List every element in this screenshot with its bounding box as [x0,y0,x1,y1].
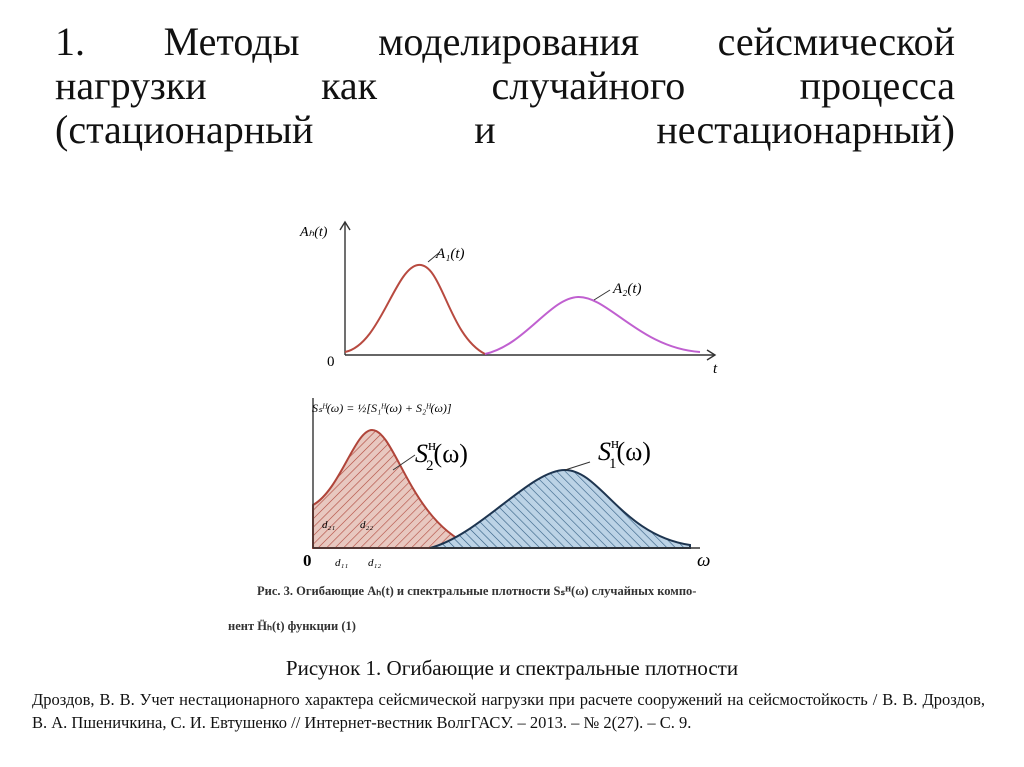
caption: Рисунок 1. Огибающие и спектральные плот… [285,656,739,680]
curve-label: Sн 2(ω) [415,438,468,474]
title-line: нагрузки как случайного процесса [55,63,955,108]
formula: Sₛᴴ(ω) = ½[S₁ᴴ(ω) + S₂ᴴ(ω)] [312,401,452,415]
leader [427,251,441,263]
reference: Дроздов, В. В. Учет нестационарного хара… [32,690,985,732]
top-plot [339,220,717,361]
origin: 0 [303,551,312,570]
leader [593,289,611,301]
area [429,468,691,549]
curve-label: A₂(t) [612,281,642,297]
curve [484,295,701,355]
figure-caption: Рис. 3. Огибающие Aₕ(t) и спектральные п… [257,584,696,598]
origin: 0 [327,354,335,370]
d-label: d₁₂ [368,557,381,569]
title-line: (стационарный и нестационарный) [55,107,955,152]
title-line: 1. Методы моделирования сейсмической [55,19,955,64]
curve-label: Sн 1(ω) [598,436,651,472]
curve-label: A₁(t) [435,246,465,262]
leader [392,454,416,471]
figure-caption: нент Ḧₕ(t) функции (1) [228,619,356,633]
d-label: d₁₁ [335,557,348,569]
arrow [339,220,717,361]
area [312,428,471,549]
axis-label: ω [697,550,710,571]
bottom-plot [312,398,700,549]
d-label: d₂₂ [360,519,373,531]
curve [344,263,486,355]
axis-label: t [713,361,718,377]
leader [564,461,591,471]
d-label: d₂₁ [322,519,335,531]
axis-label: Aₕ(t) [299,225,328,240]
